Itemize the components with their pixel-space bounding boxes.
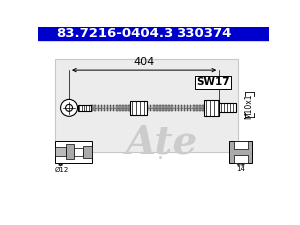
Bar (229, 141, 252, 162)
Bar (178, 105, 179, 111)
Circle shape (66, 104, 73, 111)
Bar (38, 27, 269, 40)
Bar (74, 148, 83, 156)
Bar (159, 105, 161, 111)
Bar (66, 144, 74, 160)
Bar (165, 105, 167, 111)
Bar (77, 105, 92, 111)
Text: 330374: 330374 (176, 27, 232, 40)
Bar (55, 147, 66, 156)
Bar (119, 105, 121, 111)
Bar (168, 105, 170, 111)
Bar (104, 105, 105, 111)
Bar (196, 105, 198, 111)
Text: 404: 404 (134, 57, 155, 67)
Bar (116, 105, 118, 111)
Text: SW17: SW17 (196, 77, 230, 88)
Bar (150, 105, 152, 111)
Text: Ate: Ate (125, 124, 198, 162)
Bar (172, 105, 173, 111)
Bar (175, 105, 176, 111)
Bar (199, 105, 201, 111)
Bar (184, 105, 185, 111)
Bar (187, 105, 188, 111)
Circle shape (61, 99, 77, 116)
Text: .: . (156, 142, 164, 162)
Bar (55, 141, 92, 162)
Bar (147, 105, 148, 111)
Bar (234, 155, 248, 162)
Bar (98, 105, 99, 111)
Bar (162, 105, 164, 111)
Bar (92, 105, 93, 111)
Bar (204, 100, 219, 116)
Bar (113, 105, 115, 111)
Bar (181, 105, 182, 111)
Bar (100, 105, 102, 111)
Bar (94, 105, 96, 111)
Bar (125, 105, 127, 111)
Bar (202, 105, 204, 111)
Bar (219, 103, 236, 112)
Bar (130, 101, 147, 115)
Bar (83, 146, 92, 158)
Bar (234, 141, 248, 149)
Bar (190, 105, 191, 111)
Bar (128, 105, 130, 111)
Bar (110, 105, 111, 111)
Bar (107, 105, 108, 111)
Text: M10x1: M10x1 (245, 94, 254, 119)
Bar (122, 105, 124, 111)
Text: 14: 14 (236, 166, 245, 172)
Bar (193, 105, 195, 111)
Bar (156, 105, 158, 111)
Text: 83.7216-0404.3: 83.7216-0404.3 (57, 27, 174, 40)
Text: Ø12: Ø12 (54, 166, 68, 172)
Bar (153, 105, 154, 111)
Bar (55, 59, 238, 152)
